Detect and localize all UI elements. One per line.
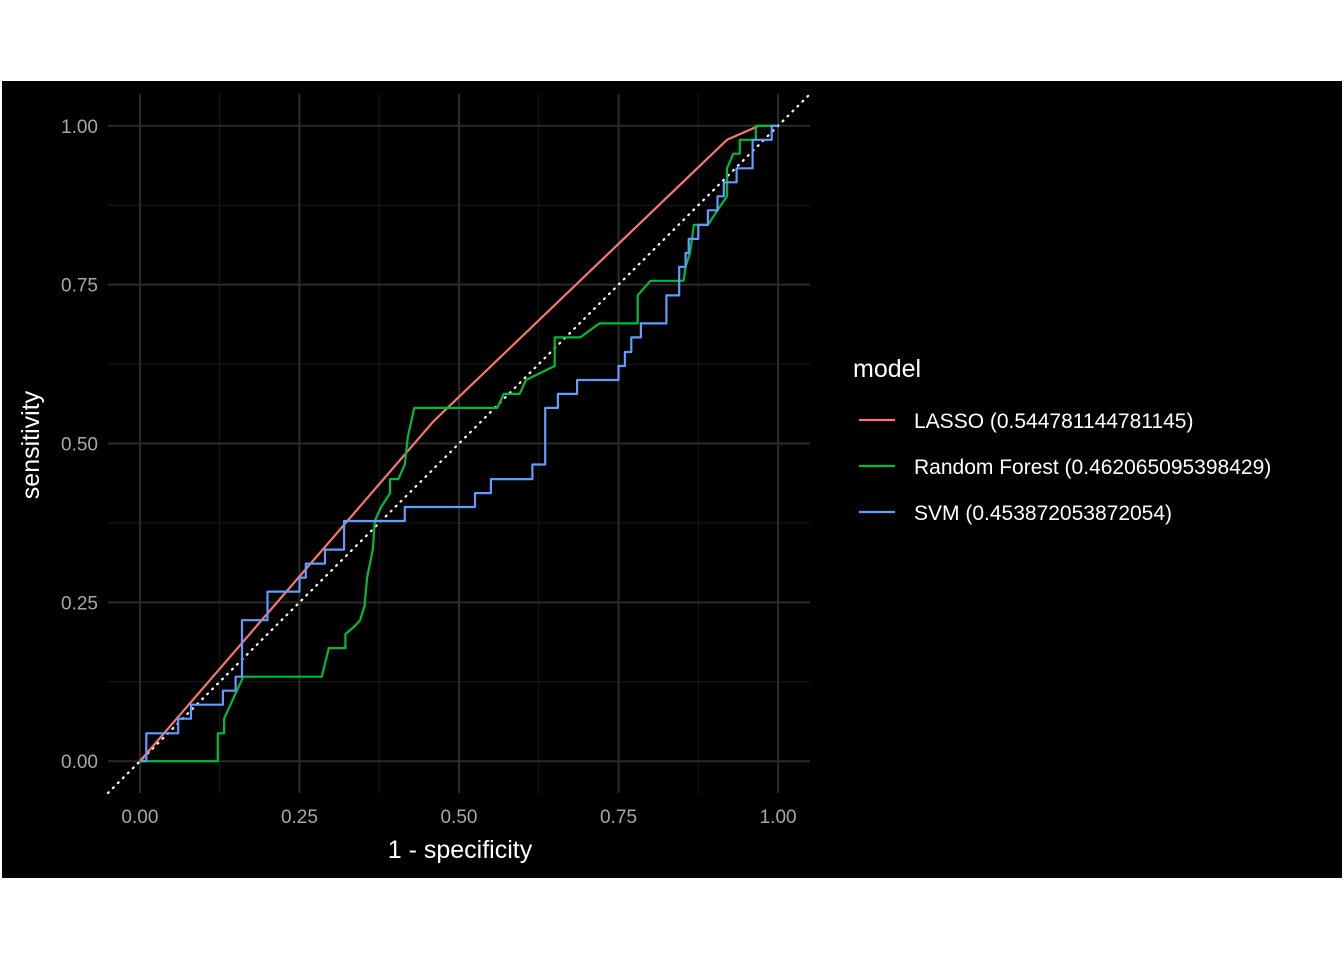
y-tick-label: 0.75 <box>61 276 98 297</box>
tick-labels: 0.00 0.25 0.50 0.75 1.00 0.00 0.25 0.50 0.75 1.00 <box>61 117 797 828</box>
grid <box>108 94 810 793</box>
reference-line-layer <box>106 92 812 795</box>
x-tick-label: 0.75 <box>600 807 637 828</box>
series-layer <box>139 124 779 763</box>
x-axis-title: 1 - specificity <box>388 836 533 864</box>
legend: model LASSO (0.544781144781145) Random Fo… <box>853 355 1271 525</box>
y-tick-label: 0.00 <box>61 752 98 773</box>
legend-label-2: SVM (0.453872053872054) <box>914 502 1172 525</box>
legend-label-0: LASSO (0.544781144781145) <box>914 410 1193 433</box>
reference-diagonal-line <box>106 92 812 795</box>
y-tick-label: 0.25 <box>61 593 98 614</box>
chart-panel: 0.00 0.25 0.50 0.75 1.00 0.00 0.25 0.50 0.75 1.00… <box>2 81 1342 878</box>
x-tick-label: 0.25 <box>281 807 318 828</box>
roc-chart: 0.00 0.25 0.50 0.75 1.00 0.00 0.25 0.50 0.75 1.00… <box>17 92 1271 864</box>
legend-label-1: Random Forest (0.462065095398429) <box>914 456 1271 479</box>
x-tick-label: 1.00 <box>760 807 797 828</box>
x-tick-label: 0.50 <box>441 807 478 828</box>
y-tick-label: 1.00 <box>61 117 98 138</box>
legend-title: model <box>853 355 921 383</box>
y-axis-title: sensitivity <box>17 390 45 499</box>
series-line-1 <box>139 124 779 763</box>
y-tick-label: 0.50 <box>61 435 98 456</box>
series-line-2 <box>139 124 779 763</box>
x-tick-label: 0.00 <box>121 807 158 828</box>
